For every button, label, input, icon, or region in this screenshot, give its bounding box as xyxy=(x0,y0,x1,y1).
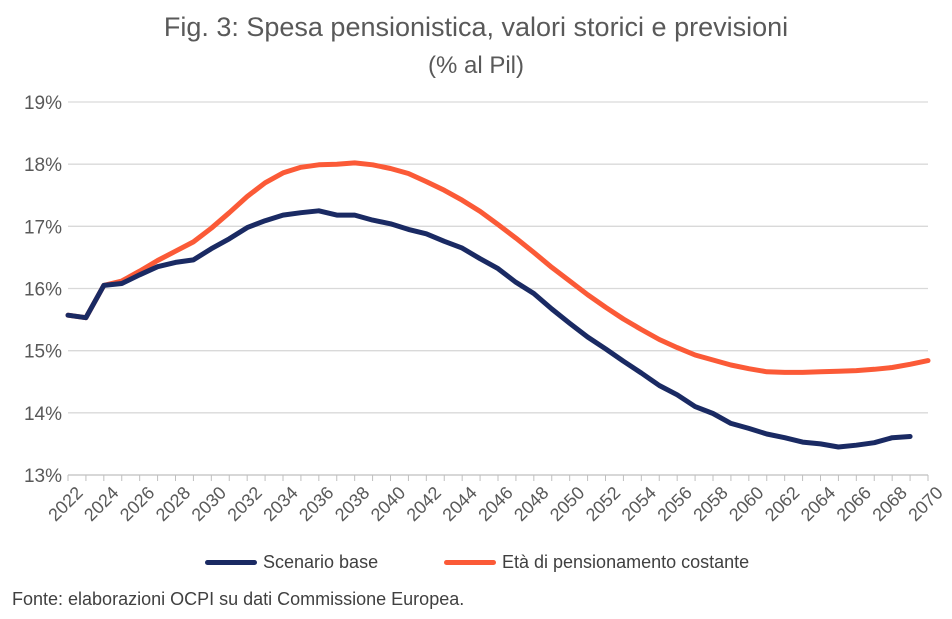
x-tick-label: 2046 xyxy=(474,483,516,525)
legend-swatch-eta-costante xyxy=(444,560,496,565)
y-tick-label: 16% xyxy=(24,280,62,301)
x-tick-label: 2042 xyxy=(403,483,445,525)
legend-item-eta-costante: Età di pensionamento costante xyxy=(444,552,749,573)
x-tick-label: 2070 xyxy=(904,483,946,525)
x-tick-label: 2034 xyxy=(259,483,301,525)
y-tick-label: 14% xyxy=(24,404,62,425)
x-tick-label: 2048 xyxy=(510,483,552,525)
legend-swatch-scenario-base xyxy=(205,560,257,565)
y-tick-label: 18% xyxy=(24,155,62,176)
series-line-eta-costante xyxy=(65,160,931,375)
x-tick-label: 2066 xyxy=(833,483,875,525)
x-tick-label: 2032 xyxy=(223,483,265,525)
y-tick-label: 19% xyxy=(24,93,62,114)
x-tick-label: 2050 xyxy=(546,483,588,525)
x-tick-label: 2026 xyxy=(116,483,158,525)
x-tick-label: 2060 xyxy=(725,483,767,525)
x-tick-label: 2030 xyxy=(188,483,230,525)
y-tick-label: 17% xyxy=(24,217,62,238)
source-note: Fonte: elaborazioni OCPI su dati Commiss… xyxy=(12,589,465,609)
x-tick-label: 2036 xyxy=(295,483,337,525)
series-line-scenario-base xyxy=(65,208,913,450)
x-tick-label: 2022 xyxy=(44,483,86,525)
x-tick-label: 2054 xyxy=(618,483,660,525)
legend: Scenario base Età di pensionamento costa… xyxy=(0,552,952,578)
chart-title: Fig. 3: Spesa pensionistica, valori stor… xyxy=(163,12,789,42)
y-tick-label: 13% xyxy=(24,466,62,487)
x-tick-label: 2044 xyxy=(438,483,480,525)
x-tick-label: 2064 xyxy=(797,483,839,525)
legend-item-scenario-base: Scenario base xyxy=(205,552,378,573)
x-tick-label: 2038 xyxy=(331,483,373,525)
x-tick-label: 2028 xyxy=(152,483,194,525)
y-tick-label: 15% xyxy=(24,342,62,363)
x-tick-label: 2068 xyxy=(868,483,910,525)
chart-subtitle: (% al Pil) xyxy=(427,52,524,79)
x-tick-label: 2040 xyxy=(367,483,409,525)
legend-label-eta-costante: Età di pensionamento costante xyxy=(502,552,750,572)
legend-label-scenario-base: Scenario base xyxy=(263,552,379,572)
x-tick-label: 2024 xyxy=(80,483,122,525)
x-tick-label: 2058 xyxy=(689,483,731,525)
x-tick-label: 2062 xyxy=(761,483,803,525)
x-tick-label: 2052 xyxy=(582,483,624,525)
x-tick-label: 2056 xyxy=(653,483,695,525)
